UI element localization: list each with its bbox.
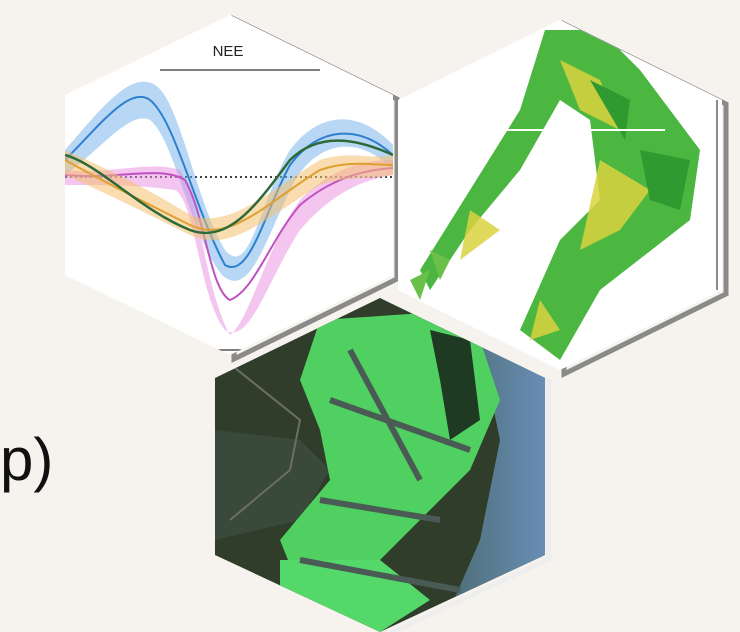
nee-panel: NEE (65, 15, 393, 355)
satellite-panel (215, 298, 545, 632)
caption: p) (0, 426, 54, 493)
panel-title: NEE (213, 43, 244, 60)
map-panel (398, 20, 722, 370)
